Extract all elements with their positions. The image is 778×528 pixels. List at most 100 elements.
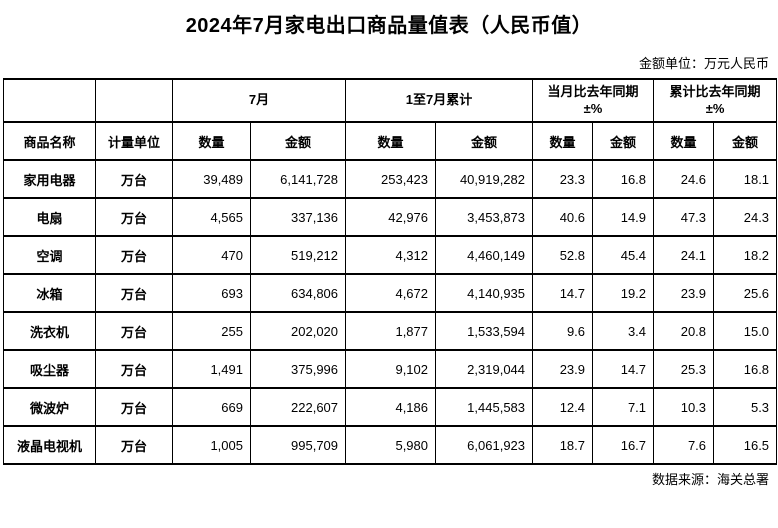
table-header: 7月 1至7月累计 当月比去年同期 ±% 累计比去年同期 ±% 商品名称 计量单… <box>3 78 778 161</box>
col-header-cum-yoy-amount: 金额 <box>713 121 778 161</box>
col-header-month-yoy-amount: 金额 <box>592 121 655 161</box>
unit-cell: 万台 <box>95 311 173 351</box>
cum-yoy-amount-cell: 16.8 <box>713 349 778 389</box>
cum-yoy-qty-cell: 7.6 <box>653 425 715 465</box>
cum-yoy-amount-cell: 18.1 <box>713 159 778 199</box>
table-row: 微波炉 万台 669 222,607 4,186 1,445,583 12.4 … <box>3 387 778 427</box>
col-header-cum-qty: 数量 <box>345 121 437 161</box>
month-yoy-qty-cell: 14.7 <box>532 273 594 313</box>
cum-yoy-qty-cell: 47.3 <box>653 197 715 237</box>
cum-yoy-qty-cell: 24.1 <box>653 235 715 275</box>
month-yoy-amount-cell: 19.2 <box>592 273 655 313</box>
month-yoy-qty-cell: 40.6 <box>532 197 594 237</box>
month-yoy-amount-cell: 7.1 <box>592 387 655 427</box>
table-row: 吸尘器 万台 1,491 375,996 9,102 2,319,044 23.… <box>3 349 778 389</box>
table-row: 冰箱 万台 693 634,806 4,672 4,140,935 14.7 1… <box>3 273 778 313</box>
table-row: 洗衣机 万台 255 202,020 1,877 1,533,594 9.6 3… <box>3 311 778 351</box>
july-qty-cell: 470 <box>172 235 251 275</box>
july-amount-cell: 222,607 <box>249 387 347 427</box>
month-yoy-line2: ±% <box>583 100 603 116</box>
product-name-cell: 电扇 <box>3 197 96 237</box>
col-header-product: 商品名称 <box>3 121 96 161</box>
cum-amount-cell: 1,533,594 <box>435 311 534 351</box>
month-yoy-qty-cell: 52.8 <box>532 235 594 275</box>
month-yoy-amount-cell: 16.8 <box>592 159 655 199</box>
cum-yoy-qty-cell: 25.3 <box>653 349 715 389</box>
cum-yoy-qty-cell: 20.8 <box>653 311 715 351</box>
july-qty-cell: 255 <box>172 311 251 351</box>
export-data-table: 7月 1至7月累计 当月比去年同期 ±% 累计比去年同期 ±% 商品名称 计量单… <box>3 78 778 465</box>
cum-amount-cell: 1,445,583 <box>435 387 534 427</box>
cum-amount-cell: 40,919,282 <box>435 159 534 199</box>
cum-qty-cell: 1,877 <box>345 311 437 351</box>
month-yoy-amount-cell: 14.7 <box>592 349 655 389</box>
cum-yoy-amount-cell: 15.0 <box>713 311 778 351</box>
cum-qty-cell: 4,312 <box>345 235 437 275</box>
source-note: 数据来源：海关总署 <box>651 472 769 487</box>
group-header-month-yoy: 当月比去年同期 ±% <box>532 78 655 123</box>
cum-qty-cell: 5,980 <box>345 425 437 465</box>
month-yoy-qty-cell: 12.4 <box>532 387 594 427</box>
month-yoy-amount-cell: 16.7 <box>592 425 655 465</box>
header-group-row: 7月 1至7月累计 当月比去年同期 ±% 累计比去年同期 ±% <box>3 78 778 123</box>
cum-qty-cell: 42,976 <box>345 197 437 237</box>
month-yoy-qty-cell: 18.7 <box>532 425 594 465</box>
cum-amount-cell: 6,061,923 <box>435 425 534 465</box>
july-amount-cell: 634,806 <box>249 273 347 313</box>
cum-yoy-amount-cell: 5.3 <box>713 387 778 427</box>
cum-yoy-amount-cell: 16.5 <box>713 425 778 465</box>
july-amount-cell: 995,709 <box>249 425 347 465</box>
col-header-unit: 计量单位 <box>95 121 173 161</box>
month-yoy-amount-cell: 45.4 <box>592 235 655 275</box>
table-row: 家用电器 万台 39,489 6,141,728 253,423 40,919,… <box>3 159 778 199</box>
cum-yoy-amount-cell: 25.6 <box>713 273 778 313</box>
product-name-cell: 吸尘器 <box>3 349 96 389</box>
july-amount-cell: 375,996 <box>249 349 347 389</box>
cum-yoy-amount-cell: 24.3 <box>713 197 778 237</box>
july-amount-cell: 202,020 <box>249 311 347 351</box>
cum-qty-cell: 4,672 <box>345 273 437 313</box>
month-yoy-qty-cell: 23.9 <box>532 349 594 389</box>
cum-amount-cell: 4,140,935 <box>435 273 534 313</box>
table-body: 家用电器 万台 39,489 6,141,728 253,423 40,919,… <box>3 159 778 465</box>
cum-yoy-qty-cell: 24.6 <box>653 159 715 199</box>
july-qty-cell: 39,489 <box>172 159 251 199</box>
cum-qty-cell: 253,423 <box>345 159 437 199</box>
july-qty-cell: 669 <box>172 387 251 427</box>
unit-cell: 万台 <box>95 273 173 313</box>
cum-qty-cell: 4,186 <box>345 387 437 427</box>
month-yoy-qty-cell: 23.3 <box>532 159 594 199</box>
month-yoy-qty-cell: 9.6 <box>532 311 594 351</box>
month-yoy-amount-cell: 3.4 <box>592 311 655 351</box>
july-qty-cell: 4,565 <box>172 197 251 237</box>
unit-cell: 万台 <box>95 235 173 275</box>
page-title: 2024年7月家电出口商品量值表（人民币值） <box>185 15 593 37</box>
unit-cell: 万台 <box>95 349 173 389</box>
table-row: 空调 万台 470 519,212 4,312 4,460,149 52.8 4… <box>3 235 778 275</box>
july-amount-cell: 6,141,728 <box>249 159 347 199</box>
july-qty-cell: 1,005 <box>172 425 251 465</box>
month-yoy-amount-cell: 14.9 <box>592 197 655 237</box>
product-name-cell: 洗衣机 <box>3 311 96 351</box>
col-header-july-amount: 金额 <box>249 121 347 161</box>
cum-amount-cell: 4,460,149 <box>435 235 534 275</box>
cum-qty-cell: 9,102 <box>345 349 437 389</box>
table-row: 电扇 万台 4,565 337,136 42,976 3,453,873 40.… <box>3 197 778 237</box>
group-header-cumulative: 1至7月累计 <box>345 78 534 123</box>
product-name-cell: 液晶电视机 <box>3 425 96 465</box>
col-header-cum-amount: 金额 <box>435 121 534 161</box>
cum-yoy-amount-cell: 18.2 <box>713 235 778 275</box>
cum-yoy-line1: 累计比去年同期 <box>669 83 761 99</box>
month-yoy-line1: 当月比去年同期 <box>547 83 639 99</box>
product-name-cell: 家用电器 <box>3 159 96 199</box>
table-row: 液晶电视机 万台 1,005 995,709 5,980 6,061,923 1… <box>3 425 778 465</box>
header-label-row: 商品名称 计量单位 数量 金额 数量 金额 数量 金额 数量 金额 <box>3 121 778 161</box>
product-name-cell: 微波炉 <box>3 387 96 427</box>
july-qty-cell: 1,491 <box>172 349 251 389</box>
unit-cell: 万台 <box>95 197 173 237</box>
empty-header-product <box>3 78 96 123</box>
cum-yoy-line2: ±% <box>705 100 725 116</box>
product-name-cell: 冰箱 <box>3 273 96 313</box>
cum-yoy-qty-cell: 10.3 <box>653 387 715 427</box>
